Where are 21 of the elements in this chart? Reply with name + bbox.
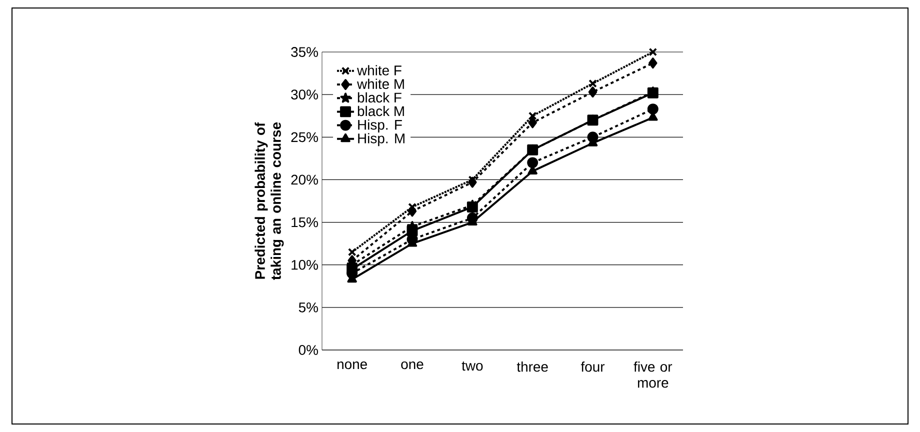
legend-label: white F [357,65,402,76]
y-tick-label: 20% [291,174,318,185]
x-tick-label: one [401,362,424,370]
legend-label: black M [358,106,404,116]
y-tick-label: 10% [292,260,318,270]
legend-label: white M [357,78,404,89]
y-tick-label: 35% [291,47,318,57]
y-tick-label: 15% [292,217,318,228]
x-tick-label: five or more [634,362,672,388]
y-tick-label: 30% [291,90,318,100]
x-tick-label: three [516,362,548,372]
y-tick-label: 5% [298,302,318,312]
x-tick-label: four [580,362,605,372]
x-tick-label: none [337,362,367,370]
legend-label: black F [358,92,402,103]
legend-label: Hisp. F [358,119,402,132]
x-tick-label: two [462,362,483,371]
y-tick-label: 25% [291,132,318,142]
legend-label: Hisp. M [358,133,404,146]
y-axis-title: Predicted probability of taking an online course [254,122,284,280]
y-tick-label: 0% [298,345,318,355]
